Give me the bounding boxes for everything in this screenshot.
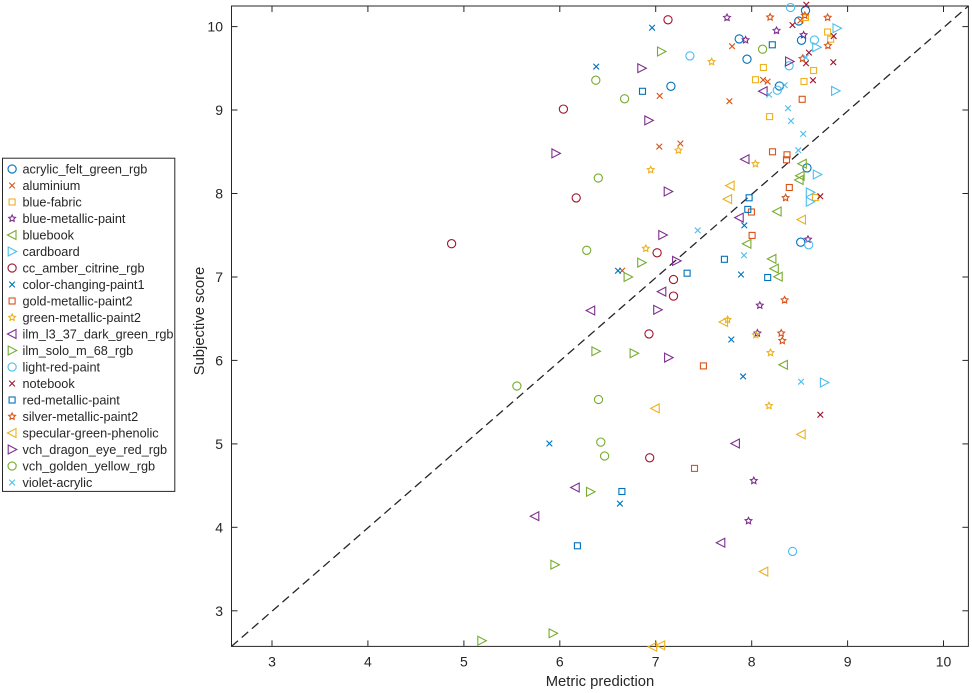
svg-text:8: 8 — [215, 186, 223, 202]
svg-text:5: 5 — [460, 654, 468, 670]
svg-text:ilm_solo_m_68_rgb: ilm_solo_m_68_rgb — [23, 344, 134, 358]
svg-text:7: 7 — [215, 269, 223, 285]
svg-text:4: 4 — [364, 654, 372, 670]
svg-text:bluebook: bluebook — [23, 229, 75, 243]
svg-text:10: 10 — [207, 19, 223, 35]
svg-text:Subjective score: Subjective score — [192, 267, 208, 376]
svg-text:5: 5 — [215, 436, 223, 452]
svg-text:cc_amber_citrine_rgb: cc_amber_citrine_rgb — [23, 262, 145, 276]
svg-text:9: 9 — [844, 654, 852, 670]
svg-text:ilm_l3_37_dark_green_rgb: ilm_l3_37_dark_green_rgb — [23, 328, 174, 342]
svg-text:3: 3 — [268, 654, 276, 670]
svg-text:vch_dragon_eye_red_rgb: vch_dragon_eye_red_rgb — [23, 443, 168, 457]
svg-text:cardboard: cardboard — [23, 245, 80, 259]
svg-text:Metric prediction: Metric prediction — [546, 674, 655, 690]
svg-text:violet-acrylic: violet-acrylic — [23, 476, 93, 490]
svg-text:7: 7 — [652, 654, 660, 670]
svg-text:blue-metallic-paint: blue-metallic-paint — [23, 212, 126, 226]
svg-text:aluminium: aluminium — [23, 179, 81, 193]
svg-text:specular-green-phenolic: specular-green-phenolic — [23, 427, 160, 441]
svg-text:vch_golden_yellow_rgb: vch_golden_yellow_rgb — [23, 460, 156, 474]
svg-text:notebook: notebook — [23, 377, 76, 391]
svg-text:6: 6 — [215, 352, 223, 368]
svg-text:silver-metallic-paint2: silver-metallic-paint2 — [23, 410, 139, 424]
svg-text:8: 8 — [748, 654, 756, 670]
svg-text:gold-metallic-paint2: gold-metallic-paint2 — [23, 295, 133, 309]
svg-text:10: 10 — [936, 654, 952, 670]
svg-text:acrylic_felt_green_rgb: acrylic_felt_green_rgb — [23, 163, 148, 177]
svg-text:green-metallic-paint2: green-metallic-paint2 — [23, 311, 141, 325]
svg-text:9: 9 — [215, 102, 223, 118]
svg-text:3: 3 — [215, 603, 223, 619]
svg-text:6: 6 — [556, 654, 564, 670]
svg-text:blue-fabric: blue-fabric — [23, 196, 83, 210]
svg-text:4: 4 — [215, 519, 223, 535]
svg-text:light-red-paint: light-red-paint — [23, 361, 101, 375]
svg-text:color-changing-paint1: color-changing-paint1 — [23, 278, 145, 292]
svg-text:red-metallic-paint: red-metallic-paint — [23, 394, 121, 408]
